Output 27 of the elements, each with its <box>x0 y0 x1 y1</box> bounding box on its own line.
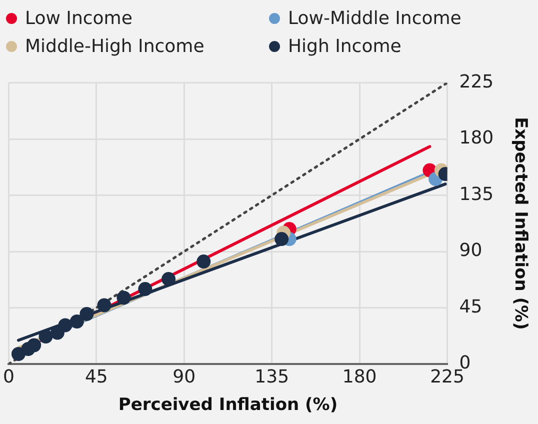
point <box>196 254 211 269</box>
x-tick-label: 180 <box>342 366 377 388</box>
x-tick-label: 45 <box>84 366 108 388</box>
y-tick-label: 135 <box>459 184 494 205</box>
y-tick-label: 45 <box>459 296 482 318</box>
legend-label: Middle-High Income <box>25 36 204 56</box>
x-tick-label: 90 <box>172 366 196 388</box>
point <box>162 272 176 286</box>
y-tick-label: 90 <box>459 240 482 262</box>
x-axis-title: Perceived Inflation (%) <box>118 395 338 416</box>
point <box>27 338 42 352</box>
y-axis-title: Expected Inflation (%) <box>510 116 530 330</box>
point <box>70 314 84 329</box>
point <box>80 307 94 322</box>
y-tick-label: 180 <box>459 128 494 149</box>
point <box>274 232 289 246</box>
point <box>97 298 112 312</box>
legend-label: Low Income <box>25 8 132 28</box>
point <box>116 290 131 305</box>
y-tick-label: 225 <box>459 71 494 92</box>
x-tick-label: 0 <box>3 366 14 388</box>
point <box>58 318 72 332</box>
legend-label: Low-Middle Income <box>288 8 462 28</box>
point <box>138 282 152 296</box>
x-tick-label: 135 <box>254 366 290 388</box>
point <box>38 330 53 344</box>
legend-label: High Income <box>288 36 402 56</box>
